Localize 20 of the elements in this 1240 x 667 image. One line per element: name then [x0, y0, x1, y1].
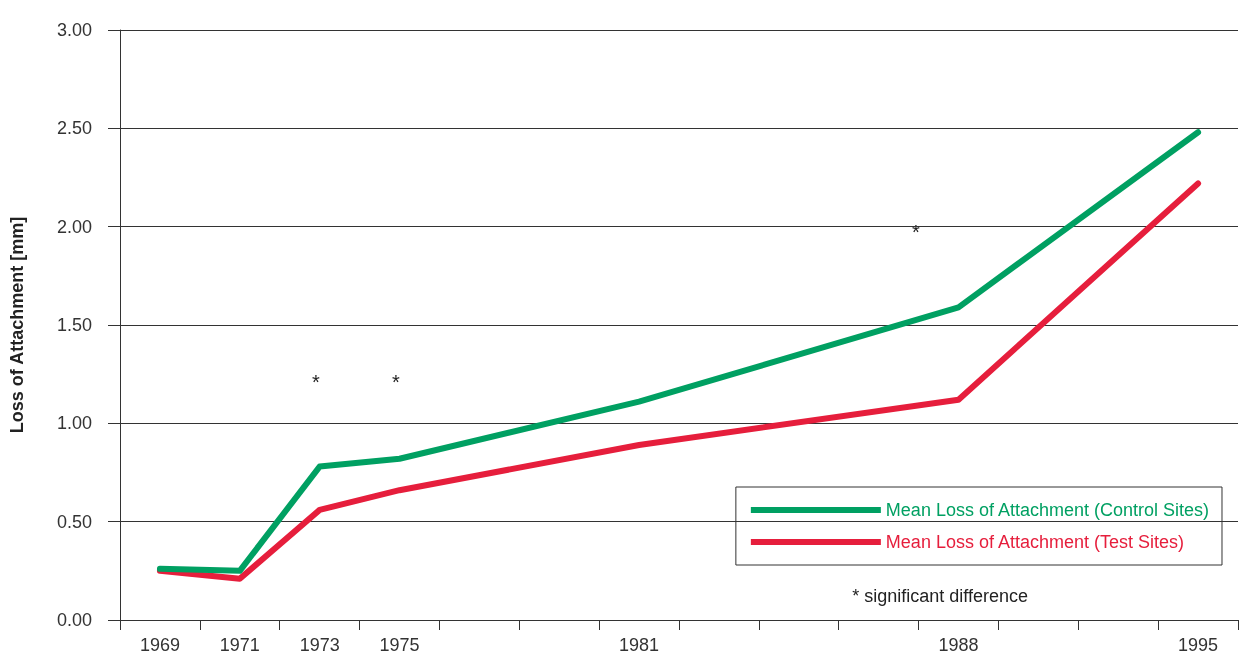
x-tick-label: 1981: [619, 635, 660, 655]
y-tick-label: 0.00: [56, 610, 92, 630]
annotation: *: [312, 371, 320, 393]
y-tick-label: 2.00: [56, 216, 92, 237]
text: Mean Loss of Attachment (Test Sites): [885, 532, 1184, 552]
y-tick-label: 0.50: [56, 511, 92, 532]
x-tick-label: 1995: [1178, 635, 1219, 655]
annotation: *: [392, 371, 400, 393]
text: Mean Loss of Attachment (Control Sites): [885, 500, 1210, 520]
y-tick-label: 2.50: [56, 118, 92, 139]
y-tick-label: 1.00: [56, 413, 92, 434]
y-tick-label: 1.50: [56, 315, 92, 335]
x-tick-label: 1971: [219, 635, 260, 655]
y-axis-title: Loss of Attachment [mm]: [7, 216, 27, 434]
annotation: * significant difference: [852, 586, 1029, 606]
x-tick-label: 1969: [139, 635, 180, 655]
y-tick-label: 3.00: [56, 20, 92, 40]
x-tick-label: 1975: [379, 635, 420, 655]
x-tick-label: 1988: [938, 635, 979, 655]
x-tick-label: 1973: [299, 635, 340, 655]
